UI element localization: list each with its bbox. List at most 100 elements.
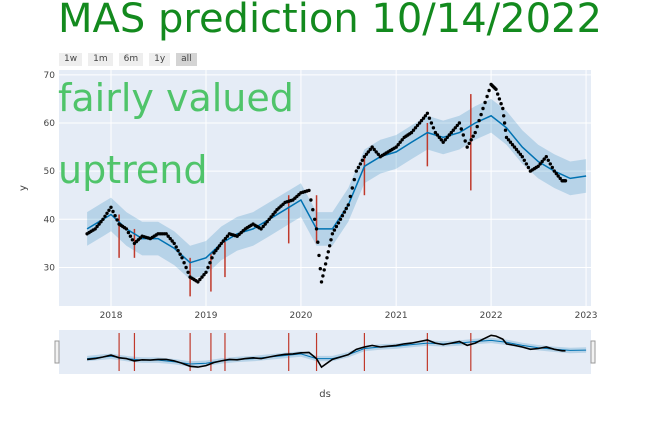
observed-point [396, 143, 400, 147]
observed-point [332, 228, 337, 232]
observed-point [552, 169, 556, 173]
observed-point [344, 206, 348, 211]
observed-point [477, 118, 481, 123]
observed-point [170, 239, 174, 243]
observed-point [346, 203, 350, 207]
observed-point [348, 194, 352, 199]
observed-point [413, 126, 418, 130]
y-tick-label: 60 [44, 119, 56, 129]
observed-point [435, 133, 440, 137]
observed-point [204, 270, 208, 274]
observed-point [267, 217, 271, 221]
observed-point [538, 162, 542, 166]
observed-point [550, 165, 554, 170]
grid [59, 70, 591, 306]
observed-point [501, 106, 505, 111]
chart-title: MAS prediction 10/14/2022 [58, 0, 602, 42]
observed-point [506, 138, 511, 142]
observed-point [516, 150, 521, 154]
observed-point [221, 239, 225, 243]
observed-point [212, 251, 216, 255]
y-ticks: 30 40 50 60 70 [44, 71, 56, 274]
observed-point [502, 121, 507, 125]
x-tick-label: 2023 [575, 311, 598, 321]
range-slider[interactable] [87, 333, 587, 371]
observed-point [437, 135, 441, 140]
observed-point [172, 241, 176, 246]
observed-point [115, 218, 119, 222]
observed-point [542, 157, 546, 161]
observed-point [370, 145, 374, 149]
y-tick-label: 30 [44, 263, 56, 273]
observed-point [95, 224, 99, 229]
observed-point [473, 130, 477, 135]
observed-point [208, 261, 212, 265]
observed-point [311, 208, 315, 212]
observed-point [485, 94, 489, 99]
observed-point [427, 116, 432, 120]
x-tick-label: 2018 [100, 311, 123, 321]
observed-point [496, 92, 500, 96]
observed-point [520, 155, 524, 159]
observed-point [217, 244, 222, 248]
range-button-1y[interactable]: 1y [149, 53, 171, 66]
range-button-1w[interactable]: 1w [59, 53, 83, 66]
observed-point [443, 138, 447, 142]
observed-point [563, 179, 568, 183]
observed-point [329, 238, 333, 242]
observed-point [219, 241, 223, 246]
observed-point [360, 158, 365, 162]
observed-point [499, 102, 503, 106]
observed-point [259, 227, 263, 231]
observed-point [411, 128, 416, 132]
observed-point [471, 134, 475, 138]
observed-point [113, 214, 117, 218]
observed-point [342, 210, 347, 214]
range-slider-left-handle[interactable] [54, 340, 60, 364]
observed-point [174, 245, 178, 249]
observed-point [504, 135, 509, 140]
observed-point [419, 118, 424, 123]
uncertainty-band [87, 98, 587, 280]
observed-point [536, 164, 540, 168]
y-axis-label: y [18, 185, 29, 191]
observed-point [455, 123, 459, 128]
observed-point [447, 133, 451, 137]
observed-point [467, 141, 471, 146]
range-selector: 1w 1m 6m 1y all [59, 53, 197, 66]
observed-point [99, 220, 103, 224]
observed-point [309, 198, 313, 202]
observed-point [178, 252, 182, 256]
observed-point [540, 159, 544, 164]
observed-point [223, 236, 228, 241]
range-button-all[interactable]: all [176, 53, 197, 66]
range-slider-right-handle[interactable] [590, 340, 596, 364]
observed-point [206, 265, 210, 270]
observed-point [457, 121, 462, 125]
range-button-1m[interactable]: 1m [88, 53, 113, 66]
observed-point [198, 277, 202, 282]
observed-point [317, 253, 321, 258]
observed-point [328, 244, 332, 248]
observed-point [97, 222, 101, 226]
observed-point [93, 227, 97, 231]
observed-point [326, 250, 330, 254]
observed-point [439, 138, 443, 142]
range-button-6m[interactable]: 6m [118, 53, 144, 66]
range-slider-background[interactable] [59, 330, 591, 374]
observed-point [556, 174, 560, 178]
observed-point [225, 234, 230, 238]
observed-point [431, 126, 436, 130]
x-tick-label: 2020 [289, 311, 312, 321]
observed-point [376, 152, 380, 156]
observed-point [109, 205, 113, 209]
observed-point [445, 135, 449, 140]
observed-point [475, 124, 479, 129]
observed-point [548, 162, 552, 166]
observed-point [307, 188, 311, 193]
observed-point [321, 274, 325, 278]
observed-point [483, 100, 487, 105]
observed-point [202, 273, 206, 277]
observed-point [196, 280, 200, 284]
observed-point [338, 217, 343, 221]
